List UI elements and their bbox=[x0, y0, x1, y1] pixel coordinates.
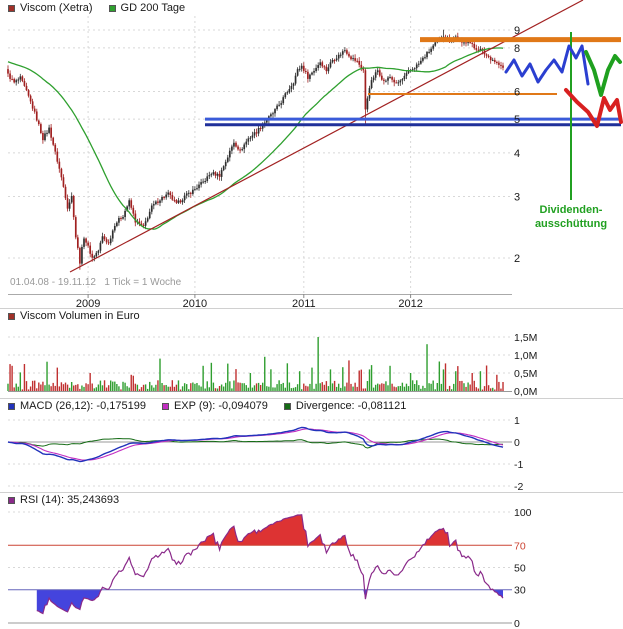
svg-text:0: 0 bbox=[514, 437, 520, 449]
red-zigzag bbox=[564, 88, 623, 128]
legend-item-macd: MACD (26,12): -0,175199 bbox=[8, 400, 146, 412]
svg-text:1,0M: 1,0M bbox=[514, 350, 537, 362]
green-check bbox=[584, 50, 622, 97]
gd200-series-label: GD 200 Tage bbox=[120, 2, 186, 14]
svg-text:2011: 2011 bbox=[292, 298, 316, 308]
candle-bodies-down bbox=[7, 36, 504, 264]
rsi-oversold-fill bbox=[36, 589, 504, 614]
svg-text:2012: 2012 bbox=[398, 298, 422, 308]
dividend-annotation-line2: ausschüttung bbox=[534, 218, 608, 231]
macd-series-swatch-icon bbox=[8, 402, 15, 410]
candle-bodies-up bbox=[15, 36, 494, 264]
volume-panel: 1,5M 1,0M 0,5M 0,0M Viscom Volumen in Euro bbox=[0, 308, 623, 398]
dividend-annotation: Dividenden- ausschüttung bbox=[519, 203, 623, 232]
svg-text:1,5M: 1,5M bbox=[514, 332, 537, 344]
legend-item-rsi: RSI (14): 35,243693 bbox=[8, 494, 119, 506]
price-chart-canvas[interactable]: 2009 2010 2011 2012 9 8 6 5 4 3 2 bbox=[0, 0, 623, 308]
svg-text:30: 30 bbox=[514, 585, 526, 597]
rsi-panel: 100 70 50 30 0 RSI (14): 35,243693 bbox=[0, 492, 623, 629]
volume-chart-canvas[interactable]: 1,5M 1,0M 0,5M 0,0M bbox=[0, 308, 623, 398]
svg-text:4: 4 bbox=[514, 148, 520, 160]
dividend-annotation-line1: Dividenden- bbox=[539, 204, 603, 216]
svg-text:0,5M: 0,5M bbox=[514, 368, 537, 380]
macd-line bbox=[7, 426, 504, 463]
svg-text:-2: -2 bbox=[514, 481, 523, 492]
volume-legend: Viscom Volumen in Euro bbox=[8, 310, 140, 322]
divergence-series-label: Divergence: -0,081121 bbox=[295, 400, 407, 412]
svg-text:70: 70 bbox=[514, 540, 526, 552]
svg-text:2009: 2009 bbox=[76, 298, 100, 308]
rsi-series-swatch-icon bbox=[8, 496, 15, 504]
candle-wicks-down bbox=[7, 32, 504, 270]
svg-text:100: 100 bbox=[514, 507, 532, 519]
macd-panel: 1 0 -1 -2 MACD (26,12): -0,175199 EXP (9): … bbox=[0, 398, 623, 492]
legend-item-viscom: Viscom (Xetra) bbox=[8, 2, 93, 14]
rsi-legend: RSI (14): 35,243693 bbox=[8, 494, 119, 506]
legend-item-divergence: Divergence: -0,081121 bbox=[283, 400, 407, 412]
gd200-line bbox=[7, 47, 504, 230]
legend-item-gd200: GD 200 Tage bbox=[108, 2, 186, 14]
trendline bbox=[69, 0, 584, 273]
price-legend: Viscom (Xetra) GD 200 Tage bbox=[8, 2, 185, 14]
svg-text:1: 1 bbox=[514, 415, 520, 427]
rsi-series-label: RSI (14): 35,243693 bbox=[20, 494, 120, 506]
gd200-series-swatch-icon bbox=[108, 4, 116, 12]
svg-text:2: 2 bbox=[514, 253, 520, 265]
volume-bars bbox=[7, 337, 504, 391]
svg-text:6: 6 bbox=[514, 86, 520, 98]
svg-text:8: 8 bbox=[514, 43, 520, 55]
exp-series-label: EXP (9): -0,094079 bbox=[173, 400, 268, 412]
macd-series-label: MACD (26,12): -0,175199 bbox=[20, 400, 146, 412]
rsi-chart-canvas[interactable]: 100 70 50 30 0 bbox=[0, 492, 623, 629]
viscom-series-label: Viscom (Xetra) bbox=[20, 2, 93, 14]
blue-zigzag bbox=[504, 44, 590, 86]
rsi-overbought-fill bbox=[36, 514, 504, 546]
volume-series-swatch-icon bbox=[8, 312, 15, 320]
svg-text:0,0M: 0,0M bbox=[514, 386, 537, 398]
date-range-info: 01.04.08 - 19.11.12 1 Tick = 1 Woche bbox=[10, 277, 182, 288]
svg-text:0: 0 bbox=[514, 618, 520, 629]
divergence-line bbox=[7, 437, 504, 449]
rsi-line bbox=[36, 514, 504, 615]
svg-text:50: 50 bbox=[514, 563, 526, 575]
exp-line bbox=[7, 428, 504, 461]
svg-text:9: 9 bbox=[514, 25, 520, 37]
svg-text:-1: -1 bbox=[514, 459, 523, 471]
macd-legend: MACD (26,12): -0,175199 EXP (9): -0,0940… bbox=[8, 400, 406, 412]
svg-text:3: 3 bbox=[514, 192, 520, 204]
macd-chart-canvas[interactable]: 1 0 -1 -2 bbox=[0, 398, 623, 492]
svg-text:2010: 2010 bbox=[183, 298, 207, 308]
viscom-series-swatch-icon bbox=[8, 4, 15, 12]
volume-series-label: Viscom Volumen in Euro bbox=[20, 310, 140, 322]
svg-text:5: 5 bbox=[514, 114, 520, 126]
price-panel: 2009 2010 2011 2012 9 8 6 5 4 3 2 Viscom (Xetra) G… bbox=[0, 0, 623, 308]
legend-item-volume: Viscom Volumen in Euro bbox=[8, 310, 140, 322]
legend-item-exp: EXP (9): -0,094079 bbox=[161, 400, 268, 412]
exp-series-swatch-icon bbox=[161, 402, 169, 410]
divergence-series-swatch-icon bbox=[283, 402, 291, 410]
